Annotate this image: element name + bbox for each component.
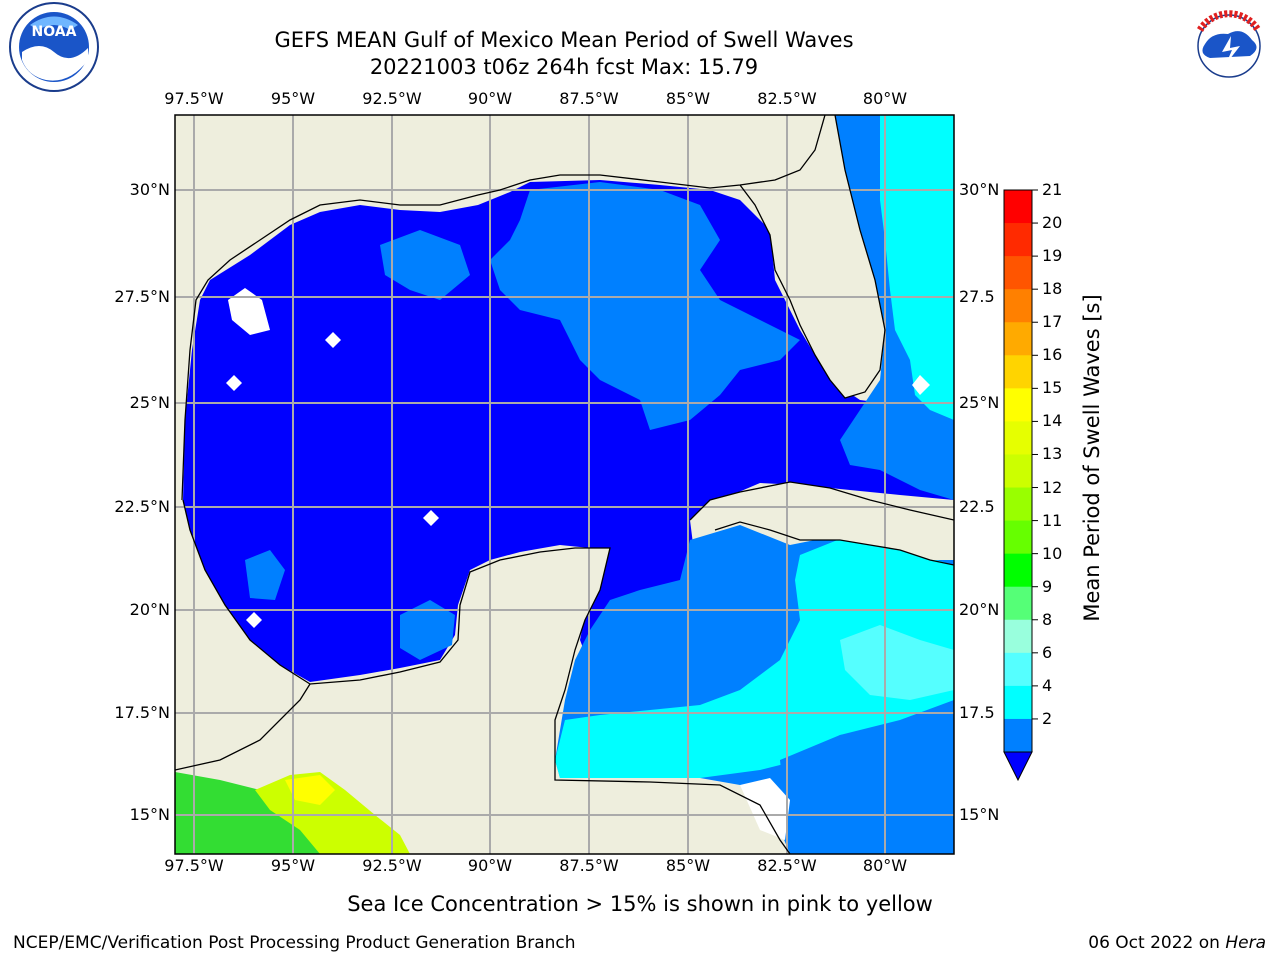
lat-tick-right: 20°N (959, 600, 1000, 619)
colorbar-tick-label: 11 (1042, 510, 1063, 530)
lon-tick-bottom: 85°W (665, 856, 711, 875)
colorbar (1003, 189, 1038, 782)
lat-tick-right: 17.5 (959, 703, 995, 722)
cuba-island (690, 482, 954, 560)
colorbar-segment (1004, 487, 1032, 522)
lat-tick-right: 15°N (959, 805, 1000, 824)
lat-tick-right: 27.5 (959, 287, 995, 306)
nws-logo (1185, 2, 1273, 90)
lon-tick-top: 80°W (862, 89, 908, 108)
colorbar-label: Mean Period of Swell Waves [s] (1080, 294, 1104, 622)
footer-date-text: 06 Oct 2022 on (1088, 933, 1226, 953)
colorbar-frame (1003, 189, 1033, 753)
colorbar-segment (1004, 652, 1032, 687)
colorbar-tick-label: 4 (1042, 675, 1053, 695)
colorbar-segment (1004, 586, 1032, 621)
lon-tick-bottom: 82.5°W (757, 856, 817, 875)
colorbar-segment (1004, 223, 1032, 257)
colorbar-segment (1004, 718, 1032, 753)
colorbar-segment (1004, 421, 1032, 455)
coastlines (175, 115, 954, 854)
pacific-yellow-region (285, 775, 335, 805)
gulf-swell-patch-campeche (400, 600, 455, 660)
colorbar-tick-label: 16 (1042, 345, 1063, 365)
lat-tick-left: 27.5°N (114, 287, 170, 306)
colorbar-segment (1004, 685, 1032, 720)
colorbar-segment (1004, 322, 1032, 356)
colorbar-segment (1004, 553, 1032, 588)
us-gulf-coast (175, 115, 835, 500)
lon-tick-top: 92.5°W (362, 89, 422, 108)
lat-tick-right: 22.5 (959, 497, 995, 516)
gulf-swell-patch-southwest (245, 550, 285, 600)
chart-subtitle: 20221003 t06z 264h fcst Max: 15.79 (369, 55, 759, 79)
colorbar-tick-label: 17 (1042, 312, 1063, 332)
lon-tick-top: 95°W (270, 89, 316, 108)
map-frame (174, 114, 955, 855)
colorbar-tick-label: 20 (1042, 213, 1063, 233)
noaa-logo: NOAA (9, 2, 99, 92)
colorbar-tick-label: 14 (1042, 411, 1063, 431)
colorbar-segment (1004, 190, 1032, 224)
yucatan-peninsula (175, 548, 790, 854)
lat-tick-left: 15°N (129, 805, 170, 824)
lon-tick-bottom: 97.5°W (164, 856, 224, 875)
lon-tick-top: 82.5°W (757, 89, 817, 108)
lon-tick-bottom: 95°W (270, 856, 316, 875)
colorbar-tick-label: 12 (1042, 477, 1063, 497)
colorbar-segment (1004, 454, 1032, 489)
colorbar-tick-label: 21 (1042, 180, 1063, 199)
colorbar-tick-label: 2 (1042, 708, 1053, 728)
footer-host: Hera (1225, 933, 1266, 953)
colorbar-segment (1004, 619, 1032, 654)
colorbar-tick-label: 10 (1042, 543, 1063, 563)
colorbar-tick-label: 18 (1042, 279, 1063, 299)
svg-text:NOAA: NOAA (32, 24, 77, 40)
lat-tick-left: 20°N (129, 600, 170, 619)
colorbar-segment (1004, 256, 1032, 290)
footer-date: 06 Oct 2022 on Hera (1088, 933, 1266, 953)
colorbar-tick-label: 13 (1042, 444, 1063, 464)
lon-tick-bottom: 92.5°W (362, 856, 422, 875)
lat-tick-left: 25°N (129, 393, 170, 412)
gulf-deep-blue-region (183, 180, 954, 700)
footer-credit: NCEP/EMC/Verification Post Processing Pr… (13, 933, 576, 953)
lat-tick-left: 30°N (129, 180, 170, 199)
lon-tick-top: 85°W (665, 89, 711, 108)
ice-note: Sea Ice Concentration > 15% is shown in … (0, 892, 1280, 916)
lon-tick-top: 90°W (467, 89, 513, 108)
no-data-patches (226, 288, 930, 840)
gulf-map (175, 115, 954, 854)
lon-tick-top: 87.5°W (559, 89, 619, 108)
lon-tick-bottom: 90°W (467, 856, 513, 875)
gulf-swell-patch-central (380, 230, 470, 300)
colorbar-segment (1004, 355, 1032, 389)
lon-tick-top: 97.5°W (164, 89, 224, 108)
colorbar-tick-label: 15 (1042, 378, 1063, 398)
lon-tick-bottom: 80°W (862, 856, 908, 875)
lat-tick-right: 30°N (959, 180, 1000, 199)
lat-lon-grid (175, 115, 954, 854)
ice-note-text: Sea Ice Concentration > 15% is shown in … (347, 892, 933, 916)
lat-tick-right: 25°N (959, 393, 1000, 412)
colorbar-segment (1004, 289, 1032, 323)
colorbar-under-extension (1003, 751, 1033, 782)
colorbar-tick-label: 9 (1042, 576, 1053, 596)
colorbar-segment (1004, 520, 1032, 555)
lat-tick-left: 17.5°N (114, 703, 170, 722)
colorbar-tick-label: 8 (1042, 609, 1053, 629)
colorbar-tick-label: 6 (1042, 642, 1053, 662)
colorbar-segment (1004, 388, 1032, 422)
gulf-swell-patch-east (490, 182, 800, 430)
atlantic-cyan-region (880, 115, 954, 420)
caribbean-cyan-region (555, 535, 954, 778)
caribbean-light-cyan-region (840, 625, 954, 700)
mexico-west-coast (175, 500, 310, 770)
lon-tick-bottom: 87.5°W (559, 856, 619, 875)
chart-title: GEFS MEAN Gulf of Mexico Mean Period of … (274, 28, 854, 52)
colorbar-tick-label: 19 (1042, 246, 1063, 266)
lat-tick-left: 22.5°N (114, 497, 170, 516)
